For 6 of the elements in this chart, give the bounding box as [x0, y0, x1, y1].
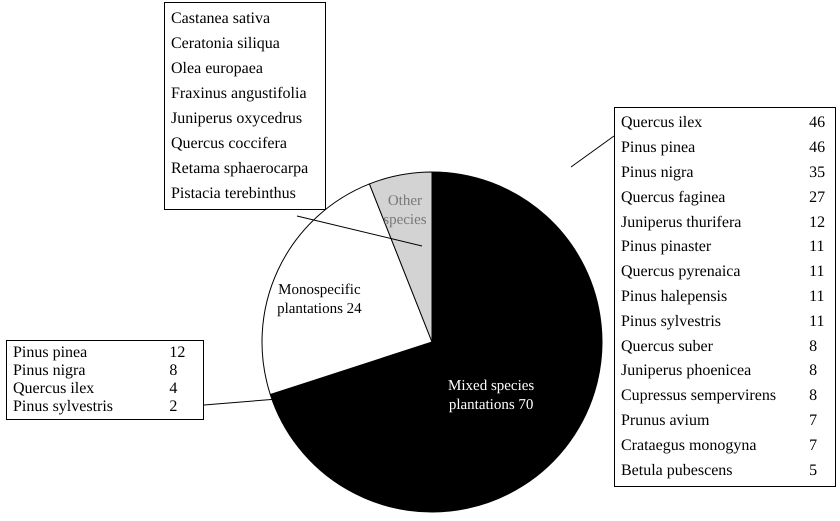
text: Pinus pinea 12 Pinus nigra 8 Quercus ilex 4 Pinus sylvestris 2 [13, 344, 186, 415]
slice-label: Other species [383, 192, 427, 228]
text: Castanea sativa Ceratonia siliqua Olea europaea Fraxinus angustifolia Juniperus oxycedrus Quercus coccifera Retama sphaerocarpa Pistacia terebinthus [171, 6, 319, 206]
slice-label: Monospecific plantations 24 [277, 282, 362, 317]
slice-label: Mixed species plantations 70 [448, 378, 534, 413]
text: Quercus ilex 46 Pinus pinea 46 Pinus nigra 35 Quercus faginea 27 Juniperus thurifera 12 Pinus pinaster 11 Quercus pyrenaica 11 Pinus halepensis 11 Pinus sylvestris 11 Quercus suber 8 Juniperus phoenicea 8 Cupressus sempervirens 8 Prunus avium 7 Crataegus monogyna 7 Betula pubescens 5 [621, 114, 826, 479]
